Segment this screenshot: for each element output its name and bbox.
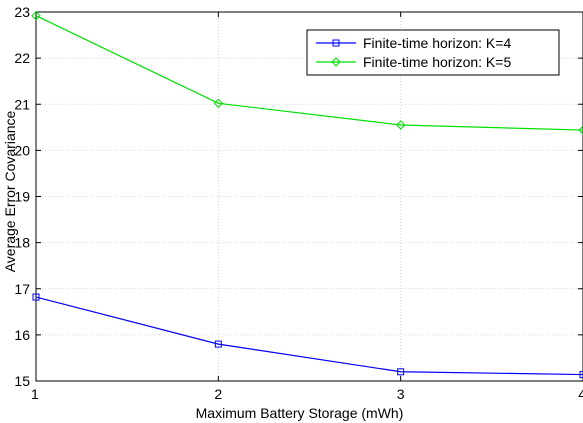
y-tick-label: 17 bbox=[14, 281, 30, 297]
x-tick-label: 4 bbox=[578, 386, 583, 402]
series-line bbox=[35, 15, 583, 131]
legend-marker bbox=[332, 39, 340, 47]
y-tick-label: 20 bbox=[14, 142, 30, 158]
data-point bbox=[395, 120, 406, 130]
x-tick-label: 1 bbox=[31, 386, 39, 402]
data-point bbox=[213, 98, 224, 109]
y-tick-label: 16 bbox=[14, 327, 30, 343]
legend-box bbox=[306, 29, 560, 76]
y-tick-label: 21 bbox=[14, 96, 30, 112]
y-tick-label: 18 bbox=[14, 235, 30, 251]
y-axis-label: Average Error Covariance bbox=[2, 110, 18, 272]
y-tick-label: 15 bbox=[14, 373, 30, 389]
x-tick-label: 2 bbox=[214, 386, 222, 402]
legend-marker bbox=[331, 57, 341, 67]
y-tick-label: 19 bbox=[14, 189, 30, 205]
series-1 bbox=[32, 293, 583, 379]
data-point bbox=[31, 10, 41, 21]
legend-item: Finite-time horizon: K=4 bbox=[316, 35, 511, 51]
data-point bbox=[214, 340, 222, 348]
data-point bbox=[397, 368, 405, 376]
data-point bbox=[579, 371, 583, 379]
legend-label: Finite-time horizon: K=4 bbox=[363, 35, 511, 51]
axes bbox=[35, 11, 583, 382]
y-tick-label: 23 bbox=[14, 4, 30, 20]
x-tick-label: 3 bbox=[397, 386, 405, 402]
legend-item: Finite-time horizon: K=5 bbox=[316, 54, 511, 70]
data-point bbox=[32, 293, 40, 301]
x-axis-label: Maximum Battery Storage (mWh) bbox=[196, 405, 404, 421]
data-point bbox=[578, 125, 583, 135]
y-tick-label: 22 bbox=[14, 50, 30, 66]
series-group bbox=[31, 10, 583, 379]
series-line bbox=[35, 296, 583, 376]
series-2 bbox=[31, 10, 583, 135]
legend: Finite-time horizon: K=4 Finite-time hori… bbox=[306, 29, 560, 76]
legend-label: Finite-time horizon: K=5 bbox=[363, 54, 511, 70]
